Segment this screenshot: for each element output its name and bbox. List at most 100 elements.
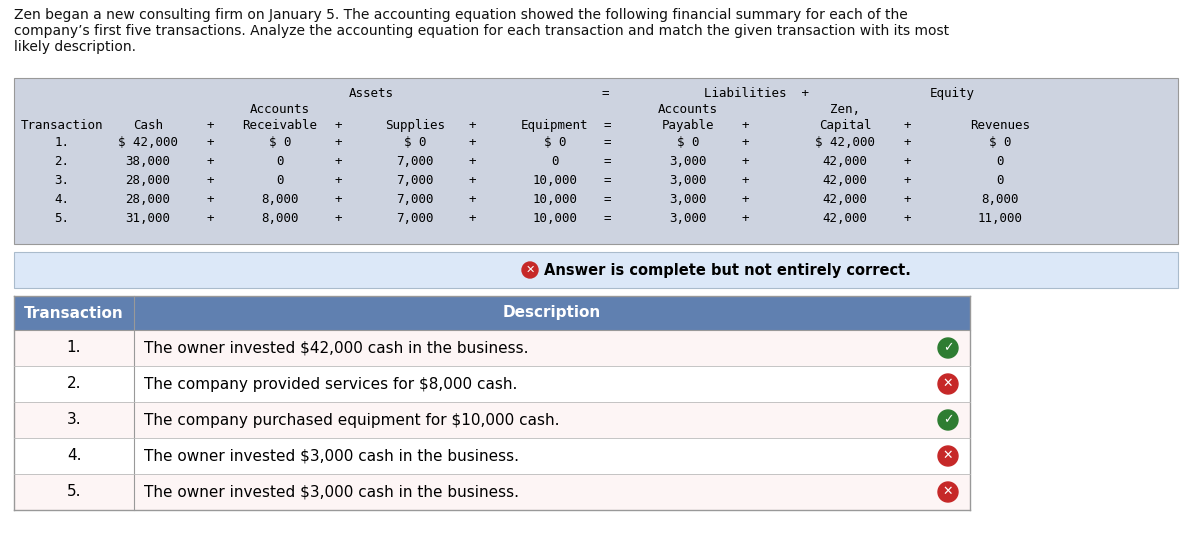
Text: ✕: ✕	[943, 449, 953, 462]
Text: 1.: 1.	[67, 341, 82, 356]
Circle shape	[938, 482, 958, 502]
Text: +: +	[468, 212, 475, 225]
Text: 42,000: 42,000	[822, 174, 868, 187]
Text: The owner invested $3,000 cash in the business.: The owner invested $3,000 cash in the bu…	[144, 449, 520, 464]
Text: =: =	[604, 212, 611, 225]
Text: 42,000: 42,000	[822, 193, 868, 206]
Text: 7,000: 7,000	[396, 155, 433, 168]
Text: Zen,: Zen,	[830, 103, 860, 116]
Text: +: +	[904, 193, 911, 206]
Text: Supplies: Supplies	[385, 119, 445, 132]
Text: Transaction: Transaction	[20, 119, 103, 132]
FancyBboxPatch shape	[14, 366, 970, 402]
Text: =: =	[604, 136, 611, 149]
Text: +: +	[904, 174, 911, 187]
Text: Zen began a new consulting firm on January 5. The accounting equation showed the: Zen began a new consulting firm on Janua…	[14, 8, 907, 22]
Text: Liabilities  +: Liabilities +	[704, 87, 809, 100]
Text: +: +	[206, 174, 214, 187]
Text: +: +	[468, 174, 475, 187]
Text: Receivable: Receivable	[242, 119, 318, 132]
Text: +: +	[904, 136, 911, 149]
Text: Capital: Capital	[818, 119, 871, 132]
FancyBboxPatch shape	[14, 252, 1178, 288]
Text: 0: 0	[551, 155, 559, 168]
Text: Transaction: Transaction	[24, 305, 124, 321]
Text: +: +	[206, 155, 214, 168]
Text: $ 0: $ 0	[403, 136, 426, 149]
Text: +: +	[742, 212, 749, 225]
Circle shape	[938, 446, 958, 466]
Text: 0: 0	[276, 174, 283, 187]
Text: +: +	[335, 155, 342, 168]
Text: +: +	[904, 119, 911, 132]
Text: +: +	[742, 119, 749, 132]
Text: +: +	[335, 174, 342, 187]
Text: 0: 0	[276, 155, 283, 168]
Text: 10,000: 10,000	[533, 212, 577, 225]
Text: $ 0: $ 0	[269, 136, 292, 149]
Text: +: +	[335, 136, 342, 149]
Text: +: +	[468, 155, 475, 168]
Text: $ 0: $ 0	[677, 136, 700, 149]
Text: +: +	[206, 136, 214, 149]
Text: 2.: 2.	[54, 155, 70, 168]
Text: The owner invested $3,000 cash in the business.: The owner invested $3,000 cash in the bu…	[144, 485, 520, 500]
Text: $ 42,000: $ 42,000	[118, 136, 178, 149]
Text: $ 42,000: $ 42,000	[815, 136, 875, 149]
Text: ✕: ✕	[526, 264, 535, 274]
Text: 38,000: 38,000	[126, 155, 170, 168]
Text: +: +	[742, 174, 749, 187]
Text: Accounts: Accounts	[658, 103, 718, 116]
Text: Cash: Cash	[133, 119, 163, 132]
Text: +: +	[206, 193, 214, 206]
Circle shape	[522, 262, 538, 278]
Text: 3.: 3.	[54, 174, 70, 187]
Text: 8,000: 8,000	[262, 212, 299, 225]
Text: 28,000: 28,000	[126, 193, 170, 206]
Text: 3,000: 3,000	[670, 174, 707, 187]
Text: Equipment: Equipment	[521, 119, 589, 132]
Text: =: =	[604, 174, 611, 187]
Text: 1.: 1.	[54, 136, 70, 149]
Circle shape	[938, 410, 958, 430]
Text: 4.: 4.	[54, 193, 70, 206]
Text: +: +	[206, 212, 214, 225]
FancyBboxPatch shape	[14, 78, 1178, 244]
Text: company’s first five transactions. Analyze the accounting equation for each tran: company’s first five transactions. Analy…	[14, 24, 949, 38]
Text: +: +	[468, 136, 475, 149]
Text: 3.: 3.	[67, 413, 82, 428]
Text: 0: 0	[996, 155, 1003, 168]
Text: +: +	[335, 193, 342, 206]
Text: ✓: ✓	[943, 341, 953, 354]
Text: ✓: ✓	[943, 413, 953, 426]
Text: 7,000: 7,000	[396, 174, 433, 187]
Text: +: +	[904, 212, 911, 225]
Text: =: =	[604, 119, 611, 132]
Text: +: +	[742, 155, 749, 168]
Text: 11,000: 11,000	[978, 212, 1022, 225]
Text: 5.: 5.	[67, 485, 82, 500]
Text: +: +	[742, 193, 749, 206]
Circle shape	[938, 338, 958, 358]
Text: 2.: 2.	[67, 377, 82, 392]
Text: $ 0: $ 0	[544, 136, 566, 149]
Text: 8,000: 8,000	[982, 193, 1019, 206]
Text: 4.: 4.	[67, 449, 82, 464]
Text: Assets: Assets	[349, 87, 394, 100]
Circle shape	[938, 374, 958, 394]
Text: Answer is complete but not entirely correct.: Answer is complete but not entirely corr…	[544, 263, 911, 278]
Text: 3,000: 3,000	[670, 212, 707, 225]
Text: +: +	[742, 136, 749, 149]
Text: 7,000: 7,000	[396, 193, 433, 206]
Text: 8,000: 8,000	[262, 193, 299, 206]
Text: =: =	[604, 155, 611, 168]
Text: 42,000: 42,000	[822, 155, 868, 168]
Text: +: +	[335, 212, 342, 225]
Text: 31,000: 31,000	[126, 212, 170, 225]
Text: +: +	[206, 119, 214, 132]
FancyBboxPatch shape	[14, 474, 970, 510]
Text: +: +	[468, 119, 475, 132]
Text: 3,000: 3,000	[670, 155, 707, 168]
Text: 42,000: 42,000	[822, 212, 868, 225]
Text: The owner invested $42,000 cash in the business.: The owner invested $42,000 cash in the b…	[144, 341, 528, 356]
